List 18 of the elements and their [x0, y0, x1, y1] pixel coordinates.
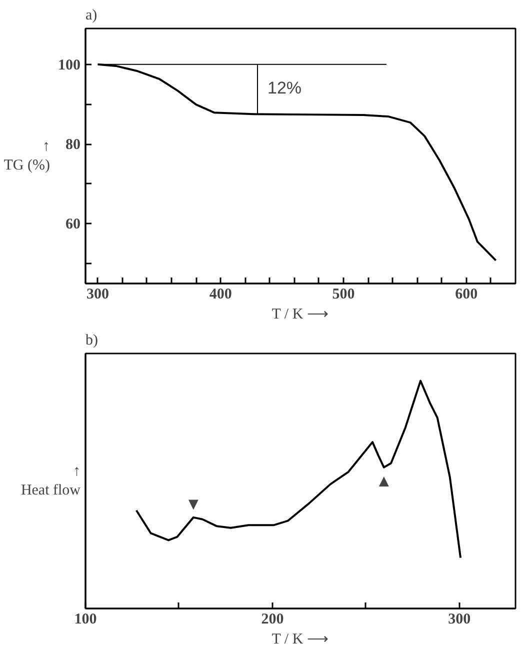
- x-tick-label: 500: [332, 286, 355, 302]
- y-axis-title: ↑ Heat flow: [20, 463, 81, 499]
- y-tick-label: 100: [58, 57, 80, 74]
- y-axis-title: ↑ TG (%): [4, 138, 50, 174]
- chart-title: a): [86, 8, 98, 24]
- x-tick-label: 300: [448, 612, 471, 628]
- chart-title: b): [86, 332, 98, 348]
- x-axis-title: T / K ⟶: [272, 306, 329, 322]
- annotation: 12%: [268, 78, 302, 98]
- x-tick-label: 300: [86, 286, 110, 302]
- x-tick-label: 600: [455, 286, 478, 302]
- annotation: ▼: [184, 494, 202, 514]
- x-tick-label: 400: [209, 286, 232, 302]
- y-tick-label: 80: [66, 137, 80, 154]
- annotation: ▲: [375, 471, 392, 490]
- x-tick-label: 200: [261, 612, 284, 628]
- y-tick-label: 60: [66, 216, 80, 233]
- x-axis-title: T / K ⟶: [272, 632, 329, 648]
